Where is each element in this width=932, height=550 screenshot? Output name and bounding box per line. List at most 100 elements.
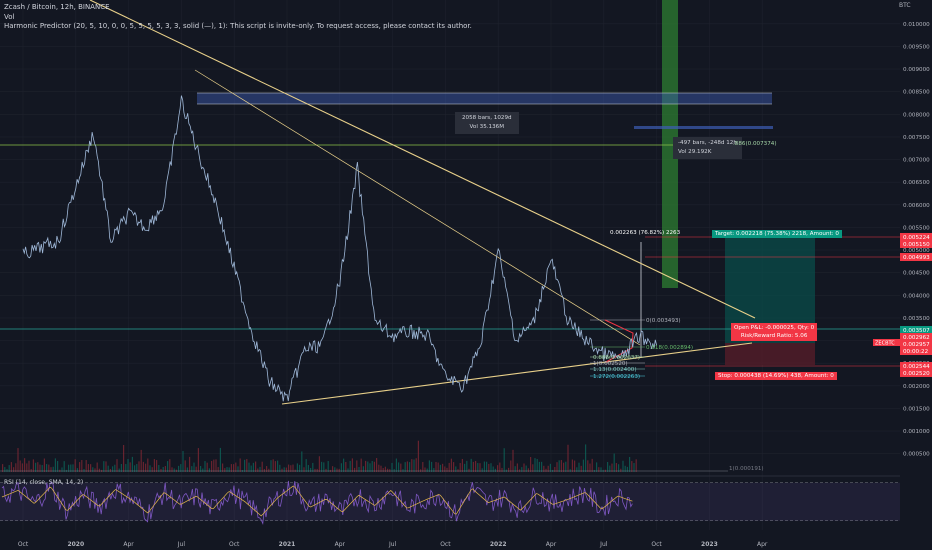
volume-bar [380,465,382,472]
volume-bar [340,463,342,472]
volume-bar [63,461,65,472]
volume-bar [4,467,6,472]
price-tag-bg [900,362,932,370]
volume-bar [184,460,186,472]
price-tag-label: 0.003507 [903,328,930,334]
volume-bar [156,460,158,472]
fib-0-label: 0(0.003493) [646,318,681,324]
volume-bar [43,458,45,472]
volume-bar [426,468,428,472]
price-tag-label: 0.002957 [903,342,930,348]
time-tick-label: Oct [229,541,240,548]
volume-bar [560,460,562,472]
volume-bar [123,445,125,472]
volume-bar [19,460,21,472]
volume-bar [48,464,50,472]
volume-bar [477,463,479,472]
price-tag-bg [900,369,932,377]
volume-bar [41,465,43,472]
volume-bar [261,461,263,472]
volume-bar [57,461,59,472]
indicator-legend[interactable]: Harmonic Predictor (20, 5, 10, 0, 0, 5, … [4,22,472,30]
volume-bar [162,466,164,472]
range-box-1-volume: Vol 35.136M [469,124,505,130]
volume-bar [191,466,193,472]
fib-886-label: .886(0.007374) [733,141,777,147]
measure-label: 0.002263 (76.82%) 2263 [610,230,681,236]
price-tag-bg [900,347,932,355]
volume-bar [281,468,283,472]
price-tick-label: 0.008500 [903,90,930,96]
volume-bar [2,464,4,472]
price-tick-label: 0.006500 [903,180,930,186]
time-tick-label: Apr [123,541,134,548]
price-tag-label: 0.005224 [903,235,930,241]
volume-bar [545,468,547,472]
volume-bar [589,463,591,472]
volume-bar [307,465,309,472]
volume-bar [310,467,312,472]
volume-bar [453,462,455,472]
fib-618-label: 0.618(0.002894) [646,345,694,351]
price-tag-label: 0.002520 [903,371,930,377]
volume-bar [87,464,89,472]
volume-bar [461,458,463,472]
volume-bar [428,460,430,472]
volume-bar [543,465,545,472]
price-tick-label: 0.006000 [903,203,930,209]
volume-bar [6,469,8,472]
volume-bar [314,468,316,472]
time-axis[interactable]: Oct 2020 Apr Jul Oct 2021 Apr Jul Oct 2022 Apr Jul O… [18,541,768,548]
price-tag-label: 0.002962 [903,335,930,341]
volume-bar [26,463,28,472]
range-box-2 [634,126,773,129]
volume-bar [147,458,149,472]
volume-bar [114,464,116,472]
time-tick-label: Apr [546,541,557,548]
target-label: Target: 0.002218 (75.38%) 2218, Amount: … [712,230,842,238]
volume-bar [576,467,578,472]
volume-bar [376,458,378,472]
volume-bar [365,460,367,472]
volume-bar [398,462,400,472]
volume-bar [510,460,512,472]
fib-113-label: 1.13(0.002400) [593,367,637,373]
price-tick-label: 0.001000 [903,429,930,435]
range-box-1-tooltip: 2058 bars, 1029d Vol 35.136M [455,112,519,134]
volume-bar [492,466,494,472]
volume-bar [360,458,362,472]
volume-bar [466,460,468,472]
symbol-title[interactable]: Zcash / Bitcoin, 12h, BINANCE [4,3,110,11]
volume-bar [217,467,219,472]
price-axis[interactable]: 0.010000 0.009500 0.009000 0.008500 0.008000… [873,0,932,550]
time-tick-label: Oct [18,541,29,548]
volume-bar [158,464,160,472]
volume-bar [204,461,206,472]
volume-bar [415,458,417,472]
volume-bar [503,448,505,472]
volume-bar [629,456,631,472]
volume-bar [618,464,620,472]
volume-bar [567,444,569,472]
volume-bar [105,461,107,472]
volume-bar [494,468,496,472]
volume-bar [404,462,406,472]
price-tick-label: 0.004000 [903,293,930,299]
volume-bar [186,467,188,472]
volume-bar [92,467,94,472]
position-pnl-box[interactable]: Open P&L: -0.000025, Qty: 0 Risk/Reward … [731,323,818,341]
volume-bar [532,464,534,472]
volume-bar [486,461,488,472]
volume-bar [13,467,15,472]
symbol-tag-bg [873,339,900,346]
volume-bar [244,459,246,472]
time-tick-label: Oct [651,541,662,548]
volume-legend[interactable]: Vol [4,13,15,21]
rsi-legend[interactable]: RSI (14, close, SMA, 14, 2) [4,479,84,486]
volume-bar [127,459,129,472]
volume-bar [631,461,633,472]
volume-bar [215,459,217,472]
price-tag-label: 0.004993 [903,255,930,261]
volume-bar [230,464,232,472]
